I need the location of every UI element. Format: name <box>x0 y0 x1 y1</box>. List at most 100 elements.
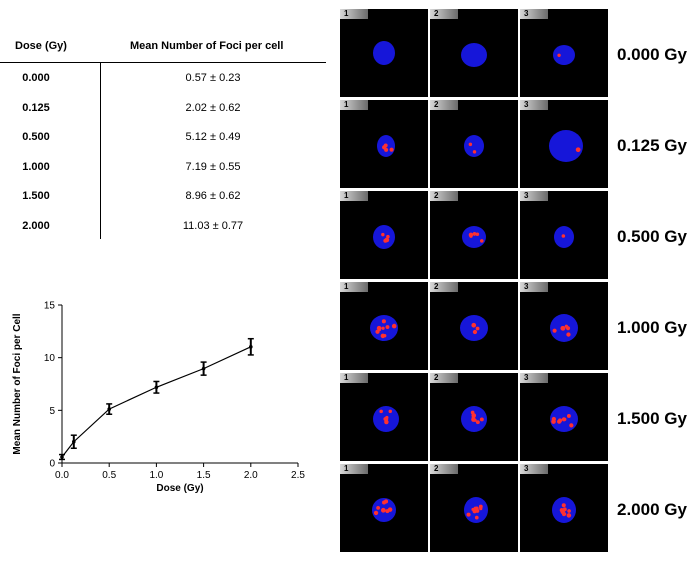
focus-spot <box>379 409 383 414</box>
focus-spot <box>557 419 562 424</box>
foci-cell: 7.19 ± 0.55 <box>185 160 241 173</box>
panel-number-tag: 2 <box>430 191 458 201</box>
focus-spot <box>561 417 566 422</box>
dose-row-label: 1.000 Gy <box>617 318 687 337</box>
table-row: 0.500 5.12 ± 0.49 <box>0 122 326 152</box>
focus-spot <box>380 507 386 513</box>
dose-response-chart: 0.0 0.5 1.0 1.5 2.0 2.5 0 5 10 15 Dose (Gy) Mean … <box>12 301 306 495</box>
focus-spot <box>569 423 574 428</box>
column-divider <box>100 63 101 239</box>
focus-spot <box>383 238 388 243</box>
cell-image <box>460 315 488 341</box>
chart-axes: 0.0 0.5 1.0 1.5 2.0 2.5 0 5 10 15 <box>44 301 306 482</box>
table-row: 1.500 8.96 ± 0.62 <box>0 181 326 211</box>
micrograph-panel: 3 <box>520 191 608 279</box>
focus-spot <box>566 414 571 418</box>
header-foci: Mean Number of Foci per cell <box>130 40 284 52</box>
dose-cell: 0.000 <box>22 72 50 84</box>
focus-spot <box>466 512 471 517</box>
micrograph-panel: 3 <box>520 464 608 552</box>
focus-spot <box>381 319 386 324</box>
y-tick-label: 0 <box>49 459 55 470</box>
cell-image <box>550 314 578 342</box>
focus-spot <box>385 325 390 330</box>
nucleus <box>461 43 487 67</box>
focus-spot <box>472 150 477 154</box>
focus-spot <box>561 503 566 508</box>
panel-number-tag: 2 <box>430 9 458 19</box>
focus-spot <box>382 500 387 505</box>
focus-spot <box>472 329 478 335</box>
panel-number-tag: 1 <box>340 9 368 19</box>
cell-image <box>461 43 487 67</box>
foci-cell: 0.57 ± 0.23 <box>185 72 241 84</box>
x-tick-label: 0.0 <box>55 470 69 481</box>
micrograph-panel: 1 <box>340 9 428 97</box>
panel-number-tag: 1 <box>340 464 368 474</box>
table-row: 1.000 7.19 ± 0.55 <box>0 152 326 182</box>
panel-number-tag: 1 <box>340 373 368 383</box>
cell-image <box>552 497 576 523</box>
micrograph-panel: 2 <box>430 191 518 279</box>
series-line <box>61 346 252 458</box>
x-tick-label: 2.5 <box>291 470 305 481</box>
y-axis-title: Mean Number of Foci per Cell <box>12 313 23 454</box>
focus-spot <box>474 515 479 520</box>
panel-number-tag: 3 <box>520 373 548 383</box>
focus-spot <box>383 143 388 148</box>
dose-row-label: 1.500 Gy <box>617 409 687 428</box>
focus-spot <box>478 504 483 509</box>
micrograph-panel: 2 <box>430 9 518 97</box>
nucleus <box>549 130 583 162</box>
dose-row-label: 0.500 Gy <box>617 227 687 246</box>
cell-image <box>377 135 395 157</box>
dose-cell: 1.500 <box>22 190 50 203</box>
cell-image <box>373 225 395 249</box>
focus-spot <box>468 142 473 147</box>
panel-number-tag: 3 <box>520 9 548 19</box>
foci-table: Dose (Gy) Mean Number of Foci per cell 0… <box>0 32 326 241</box>
micrograph-panel: 1 <box>340 282 428 370</box>
micrograph-panel: 2 <box>430 373 518 461</box>
focus-spot <box>480 239 484 243</box>
panel-number-tag: 3 <box>520 464 548 474</box>
micrograph-panel: 1 <box>340 191 428 279</box>
x-tick-label: 1.0 <box>149 470 163 481</box>
nucleus <box>464 135 484 157</box>
micrograph-panel: 2 <box>430 100 518 188</box>
data-point <box>60 455 64 459</box>
x-tick-label: 2.0 <box>244 470 258 481</box>
panel-number-tag: 2 <box>430 282 458 292</box>
dose-cell: 0.125 <box>22 101 50 114</box>
foci-cell: 11.03 ± 0.77 <box>182 219 244 232</box>
nucleus <box>373 41 395 65</box>
focus-spot <box>386 234 390 239</box>
focus-spot <box>471 417 476 422</box>
focus-spot <box>567 509 571 513</box>
focus-spot <box>377 327 382 332</box>
table-row: 2.000 11.03 ± 0.77 <box>0 211 326 241</box>
dose-row-label: 2.000 Gy <box>617 500 687 519</box>
focus-spot <box>475 508 480 513</box>
panel-number-tag: 1 <box>340 282 368 292</box>
micrograph-panel: 2 <box>430 282 518 370</box>
panel-number-tag: 1 <box>340 191 368 201</box>
micrograph-panel: 3 <box>520 282 608 370</box>
data-point <box>72 439 76 444</box>
nucleus <box>373 225 395 249</box>
nucleus <box>460 315 488 341</box>
focus-spot <box>389 147 394 152</box>
cell-image <box>462 226 486 248</box>
focus-spot <box>385 509 390 514</box>
focus-spot <box>551 419 556 424</box>
focus-spot <box>391 323 397 329</box>
focus-spot <box>561 234 566 238</box>
focus-spot <box>475 326 480 331</box>
focus-spot <box>475 420 480 425</box>
cell-image <box>550 406 578 432</box>
focus-spot <box>471 413 477 418</box>
cell-image <box>373 41 395 65</box>
focus-spot <box>381 326 385 330</box>
focus-spot <box>566 513 572 518</box>
focus-spot <box>575 147 581 153</box>
